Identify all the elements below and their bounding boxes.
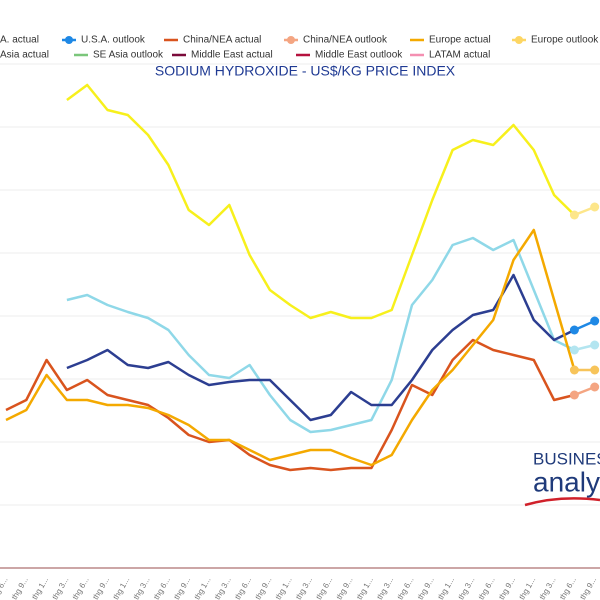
legend-label: Middle East actual bbox=[191, 50, 273, 61]
legend-label: Europe outlook bbox=[531, 35, 599, 46]
outlook-point bbox=[569, 210, 579, 220]
legend-label: Europe actual bbox=[429, 35, 491, 46]
legend-label: SE Asia outlook bbox=[93, 50, 164, 61]
legend-marker bbox=[287, 36, 295, 44]
outlook-point bbox=[590, 365, 600, 375]
outlook-point bbox=[590, 316, 600, 326]
legend-label: China/NEA actual bbox=[183, 35, 261, 46]
legend-label: U.S.A. outlook bbox=[81, 35, 146, 46]
outlook-point bbox=[569, 365, 579, 375]
legend-label: Asia actual bbox=[0, 50, 49, 61]
legend-marker bbox=[65, 36, 73, 44]
x-tick-label: thg 6... bbox=[0, 576, 10, 600]
legend-label: China/NEA outlook bbox=[303, 35, 388, 46]
outlook-point bbox=[569, 345, 579, 355]
legend-marker bbox=[515, 36, 523, 44]
chart-title: SODIUM HYDROXIDE - US$/KG PRICE INDEX bbox=[155, 63, 456, 79]
watermark-swoosh bbox=[524, 497, 600, 507]
legend-label: A. actual bbox=[0, 35, 39, 46]
series-line bbox=[66, 83, 576, 320]
series-line bbox=[66, 273, 575, 422]
legend-label: LATAM actual bbox=[429, 50, 490, 61]
series-line bbox=[66, 236, 575, 434]
outlook-point bbox=[569, 390, 579, 400]
outlook-point bbox=[569, 325, 579, 335]
series-line bbox=[5, 338, 575, 472]
legend-label: Middle East outlook bbox=[315, 50, 403, 61]
plot bbox=[0, 63, 600, 506]
outlook-point bbox=[590, 382, 600, 392]
watermark: analy bbox=[533, 466, 600, 497]
watermark: BUSINESS bbox=[533, 449, 600, 468]
outlook-point bbox=[590, 202, 600, 212]
series-line bbox=[5, 228, 576, 467]
outlook-point bbox=[590, 340, 600, 350]
